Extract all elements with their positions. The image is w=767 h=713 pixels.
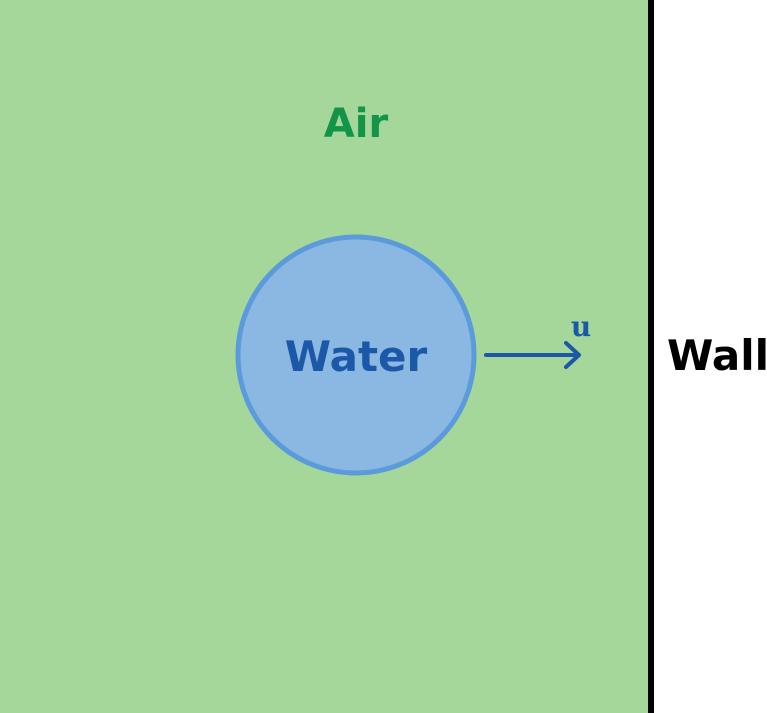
air-label: Air — [324, 101, 389, 147]
water-label: Water — [285, 332, 428, 381]
water-droplet — [235, 234, 477, 476]
wall-label: Wall — [667, 331, 767, 380]
velocity-arrow — [484, 341, 581, 369]
velocity-label: u — [571, 310, 591, 343]
wall-line — [648, 0, 654, 713]
